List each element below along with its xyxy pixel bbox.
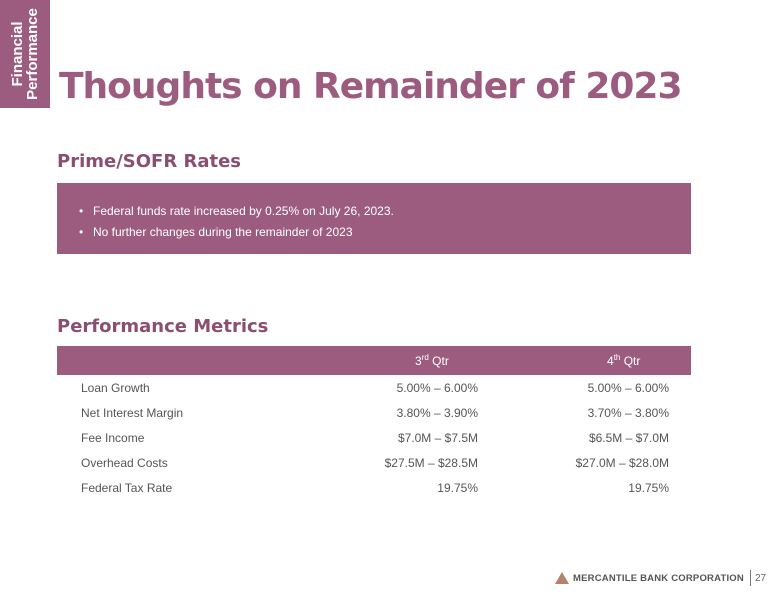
page-number: 27 [754, 572, 767, 584]
column-superscript: th [613, 353, 621, 362]
row-label: Overhead Costs [81, 456, 168, 470]
column-header-q3: 3rd Qtr [415, 353, 449, 368]
row-label: Fee Income [81, 431, 145, 445]
table-row: Federal Tax Rate 19.75% 19.75% [57, 481, 691, 506]
bullet-text: No further changes during the remainder … [93, 225, 353, 239]
bullet-icon: • [79, 204, 84, 218]
row-label: Net Interest Margin [81, 406, 184, 420]
bullet-text: Federal funds rate increased by 0.25% on… [93, 204, 394, 218]
column-label: Qtr [432, 354, 449, 368]
section-tab-label: Financial Performance [9, 8, 41, 100]
prime-rates-list: • Federal funds rate increased by 0.25% o… [79, 201, 394, 243]
q4-value: 5.00% – 6.00% [587, 381, 669, 395]
column-label: Qtr [623, 354, 641, 368]
table-row: Loan Growth 5.00% – 6.00% 5.00% – 6.00% [57, 381, 691, 406]
list-item: • No further changes during the remainder… [79, 222, 394, 243]
row-label: Loan Growth [81, 381, 150, 395]
q4-value: 19.75% [628, 481, 669, 495]
performance-metrics-heading: Performance Metrics [57, 316, 269, 337]
q3-value: 5.00% – 6.00% [396, 381, 478, 395]
column-number: 3 [415, 354, 422, 368]
q3-value: $7.0M – $7.5M [397, 431, 478, 445]
q3-value: $27.5M – $28.5M [384, 456, 478, 470]
prime-rates-box: • Federal funds rate increased by 0.25% o… [57, 183, 691, 254]
section-tab-line2: Performance [24, 8, 41, 100]
q3-value: 19.75% [437, 481, 478, 495]
section-tab-line1: Financial [9, 21, 26, 87]
company-name: MERCANTILE BANK CORPORATION [573, 572, 744, 584]
list-item: • Federal funds rate increased by 0.25% o… [79, 201, 394, 222]
prime-sofr-heading: Prime/SOFR Rates [57, 151, 241, 172]
q4-value: $6.5M – $7.0M [588, 431, 669, 445]
metrics-table-header: 3rd Qtr 4th Qtr [57, 346, 691, 375]
column-number: 4 [607, 354, 614, 368]
q4-value: $27.0M – $28.0M [575, 456, 669, 470]
q4-value: 3.70% – 3.80% [587, 406, 669, 420]
footer-divider [749, 570, 751, 586]
triangle-logo-icon [555, 572, 569, 584]
table-row: Overhead Costs $27.5M – $28.5M $27.0M – … [57, 456, 691, 481]
column-header-q4: 4th Qtr [607, 353, 640, 368]
row-label: Federal Tax Rate [81, 481, 173, 495]
footer: MERCANTILE BANK CORPORATION 27 [555, 570, 766, 586]
table-row: Fee Income $7.0M – $7.5M $6.5M – $7.0M [57, 431, 691, 456]
section-tab: Financial Performance [0, 0, 50, 108]
column-superscript: rd [421, 353, 429, 362]
table-row: Net Interest Margin 3.80% – 3.90% 3.70% … [57, 406, 691, 431]
q3-value: 3.80% – 3.90% [396, 406, 478, 420]
bullet-icon: • [79, 225, 84, 239]
page-title: Thoughts on Remainder of 2023 [59, 66, 683, 107]
